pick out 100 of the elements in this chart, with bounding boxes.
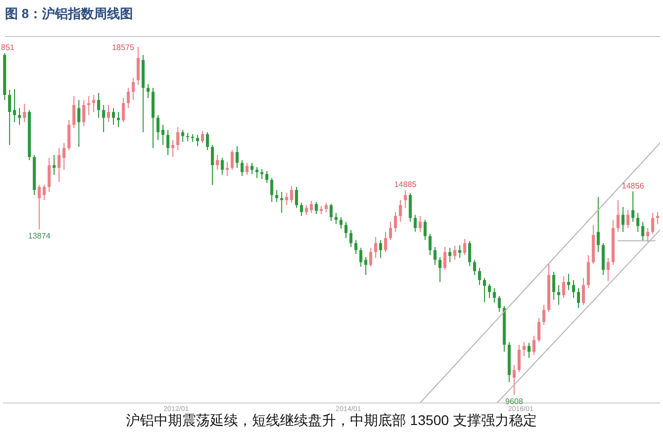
candlestick <box>304 204 308 216</box>
candlestick <box>398 200 402 222</box>
candlestick <box>340 216 343 230</box>
candlestick <box>478 267 482 286</box>
candlestick <box>310 200 313 214</box>
candlestick <box>596 196 600 253</box>
candlestick <box>166 129 170 156</box>
candlestick <box>532 335 536 356</box>
candlestick <box>216 154 219 170</box>
candlestick <box>631 190 634 222</box>
candlestick <box>651 212 654 234</box>
candlestick <box>265 170 268 184</box>
candlestick <box>453 245 456 260</box>
candlestick <box>330 203 333 222</box>
candlestick <box>364 256 368 276</box>
annotation: 14856 <box>622 181 645 190</box>
candlestick <box>552 271 556 300</box>
candlestick <box>285 192 288 206</box>
text: 沪铝中期震荡延续，短线继续盘升，中期底部 13500 支撑强力稳定 <box>125 412 538 430</box>
candlestick <box>72 96 76 128</box>
candlestick <box>122 98 125 123</box>
candlestick <box>18 108 21 126</box>
candlestick <box>132 77 135 100</box>
chart-title: 图 8：沪铝指数周线图 <box>5 5 133 23</box>
candlestick <box>567 273 570 291</box>
candlestick <box>107 104 110 123</box>
candlestick <box>300 202 303 216</box>
candlestick <box>220 157 224 176</box>
candlestick <box>369 247 372 268</box>
candlestick <box>488 283 491 298</box>
candlestick <box>492 288 496 304</box>
candlestick <box>438 256 442 282</box>
candlestick <box>52 154 56 176</box>
candlestick <box>260 168 264 180</box>
candlestick <box>443 246 446 270</box>
candlestick <box>314 202 318 215</box>
candlestick <box>8 89 12 146</box>
candlestick <box>408 192 412 222</box>
candlestick <box>576 288 580 308</box>
candlestick <box>641 221 644 242</box>
candlestick <box>414 214 417 232</box>
candlestick <box>656 212 660 225</box>
annotation: 14885 <box>394 180 418 190</box>
candlestick <box>13 88 16 123</box>
candlestick <box>586 254 590 289</box>
candlestick <box>434 246 437 266</box>
candlestick <box>344 221 348 239</box>
candlestick <box>226 162 229 177</box>
candlestick <box>136 47 140 86</box>
candlestick <box>606 257 610 282</box>
candlestick <box>58 148 61 182</box>
candlestick <box>622 206 625 232</box>
candlestick <box>528 342 531 358</box>
candlestick <box>22 103 26 123</box>
candlestick <box>201 130 204 144</box>
candlestick <box>473 259 476 276</box>
candlestick <box>210 144 214 186</box>
candlestick <box>280 191 284 214</box>
candlestick <box>295 186 298 208</box>
candlestick <box>562 276 566 298</box>
candlestick <box>616 200 620 232</box>
candlestick <box>359 247 362 268</box>
candlestick <box>354 240 358 255</box>
candlestick <box>48 157 51 192</box>
candlestick <box>275 189 278 203</box>
annotation: 9608 <box>505 396 524 406</box>
candlestick <box>448 247 452 263</box>
candlestick <box>87 96 90 116</box>
candlestick <box>463 238 466 256</box>
candlestick <box>646 228 650 242</box>
candlestick <box>468 240 472 267</box>
candlestick <box>557 284 560 306</box>
candlestick <box>482 278 486 303</box>
candlestick <box>62 142 66 170</box>
candlestick <box>250 162 254 175</box>
candlestick <box>181 129 184 142</box>
candlestick <box>67 120 70 151</box>
candlestick <box>82 99 86 126</box>
candlestick <box>236 146 239 168</box>
candlestick <box>394 212 397 232</box>
candlestick <box>349 229 352 248</box>
candlestick <box>196 134 200 147</box>
candlestick <box>636 212 640 232</box>
candlestick <box>171 139 174 158</box>
candlestick <box>384 231 388 253</box>
annotation: 851 <box>1 43 15 52</box>
candlestick <box>498 295 501 312</box>
candlestick <box>582 278 585 306</box>
candlestick <box>537 318 540 343</box>
candlestick <box>92 94 96 112</box>
candlestick <box>458 244 462 258</box>
candlestick <box>404 190 407 208</box>
candlestick <box>374 236 378 258</box>
candlestick <box>522 342 526 357</box>
candlestick <box>512 364 516 396</box>
candlestick <box>246 162 249 176</box>
candlestick <box>161 124 164 146</box>
candlestick <box>542 304 546 326</box>
candlestick <box>77 99 80 148</box>
candlestick <box>518 344 521 372</box>
